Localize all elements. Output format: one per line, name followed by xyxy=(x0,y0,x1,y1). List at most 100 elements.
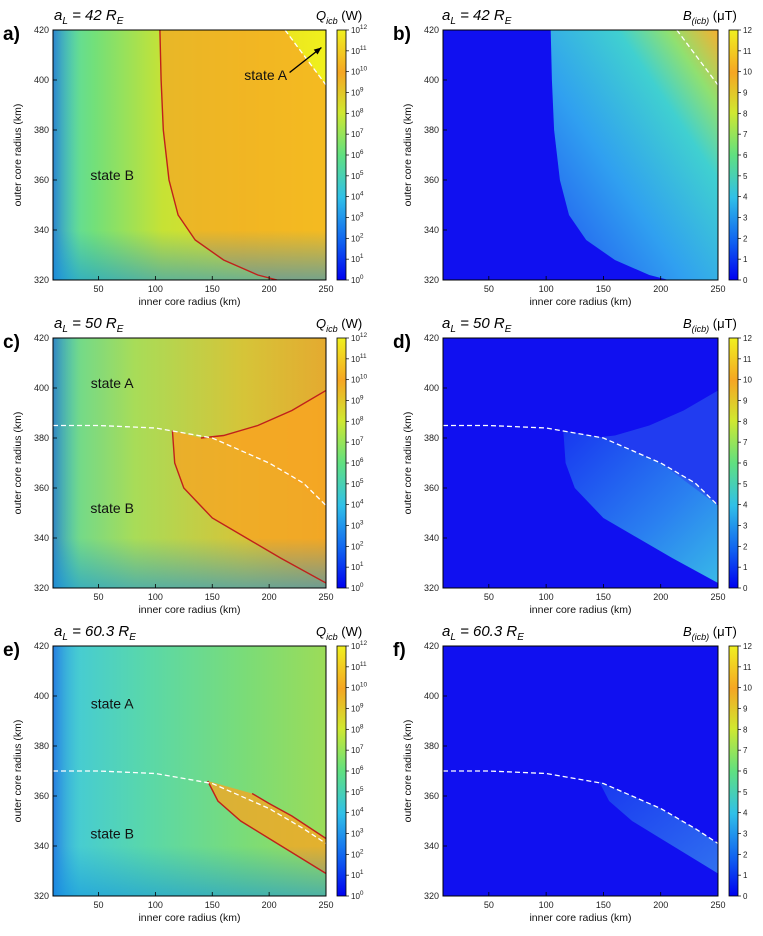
panel-label: d) xyxy=(393,332,411,353)
colorbar-tick-label: 6 xyxy=(743,459,748,468)
state-boundary xyxy=(443,424,718,506)
colorbar xyxy=(728,645,739,897)
colorbar-tick-label: 1011 xyxy=(351,45,367,56)
x-tick-label: 250 xyxy=(710,284,725,294)
y-tick-label: 360 xyxy=(424,483,439,493)
y-tick-label: 400 xyxy=(34,383,49,393)
colorbar-tick-label: 100 xyxy=(351,274,364,285)
colorbar-tick-label: 109 xyxy=(351,703,364,714)
field-upper-region xyxy=(592,390,718,506)
x-tick-label: 50 xyxy=(484,592,494,602)
colorbar xyxy=(336,337,347,589)
y-tick-label: 400 xyxy=(424,691,439,701)
y-tick-label: 360 xyxy=(34,483,49,493)
panel-label: f) xyxy=(393,640,406,661)
x-tick-label: 250 xyxy=(318,284,333,294)
panel-title: aL = 42 RE xyxy=(54,7,124,27)
colorbar-title: Qicb (W) xyxy=(316,8,362,26)
colorbar-tick-label: 2 xyxy=(743,234,748,243)
panel-title: aL = 50 RE xyxy=(442,315,512,335)
y-tick-label: 380 xyxy=(424,125,439,135)
x-tick-label: 200 xyxy=(262,592,277,602)
colorbar-tick-label: 1010 xyxy=(351,374,368,385)
colorbar-tick-label: 3 xyxy=(743,522,748,531)
colorbar-tick-label: 5 xyxy=(743,788,748,797)
y-tick-label: 400 xyxy=(424,383,439,393)
colorbar-tick-label: 0 xyxy=(743,892,748,901)
colorbar-tick-label: 7 xyxy=(743,746,748,755)
colorbar-tick-label: 10 xyxy=(743,68,752,77)
red-curve xyxy=(207,780,326,875)
red-curve xyxy=(159,30,278,280)
colorbar-tick-label: 107 xyxy=(351,128,364,139)
plot-frame xyxy=(52,29,327,281)
colorbar-tick-label: 106 xyxy=(351,149,364,160)
colorbar xyxy=(728,29,739,281)
y-tick-label: 340 xyxy=(424,225,439,235)
panel-label: c) xyxy=(3,332,20,353)
colorbar-title: B(icb) (μT) xyxy=(683,8,737,26)
y-tick-label: 360 xyxy=(424,791,439,801)
state-boundary xyxy=(284,30,326,86)
colorbar-tick-label: 109 xyxy=(351,395,364,406)
colorbar-title: Qicb (W) xyxy=(316,624,362,642)
state-annotation: state A xyxy=(244,67,287,83)
colorbar-tick-label: 10 xyxy=(743,684,752,693)
colorbar-tick-label: 0 xyxy=(743,276,748,285)
colorbar-tick-label: 106 xyxy=(351,765,364,776)
x-tick-label: 150 xyxy=(596,284,611,294)
field-active-region xyxy=(563,430,718,583)
colorbar-tick-label: 108 xyxy=(351,107,364,118)
colorbar-title: Qicb (W) xyxy=(316,316,362,334)
plot-frame xyxy=(52,337,327,589)
panel-label: a) xyxy=(3,24,20,45)
heatmap-field-c xyxy=(53,338,326,588)
colorbar-tick-label: 101 xyxy=(351,869,364,880)
x-tick-label: 250 xyxy=(318,900,333,910)
colorbar-tick-label: 5 xyxy=(743,172,748,181)
state-boundary xyxy=(443,770,718,845)
panel-title: aL = 60.3 RE xyxy=(54,623,136,643)
heatmap-bottom-shade xyxy=(53,646,326,896)
colorbar-tick-label: 10 xyxy=(743,376,752,385)
red-curve xyxy=(171,430,326,584)
x-tick-label: 100 xyxy=(539,284,554,294)
x-tick-label: 200 xyxy=(262,284,277,294)
y-tick-label: 380 xyxy=(34,433,49,443)
colorbar-tick-label: 3 xyxy=(743,214,748,223)
colorbar-tick-label: 101 xyxy=(351,253,364,264)
x-tick-label: 50 xyxy=(484,900,494,910)
colorbar-tick-label: 102 xyxy=(351,232,364,243)
colorbar-tick-label: 102 xyxy=(351,540,364,551)
x-axis-label: inner core radius (km) xyxy=(138,912,240,924)
y-tick-label: 380 xyxy=(34,741,49,751)
y-tick-label: 360 xyxy=(34,175,49,185)
plot-frame xyxy=(442,645,719,897)
x-tick-label: 150 xyxy=(205,592,220,602)
field-active-region xyxy=(550,30,718,280)
x-tick-label: 100 xyxy=(539,900,554,910)
colorbar-tick-label: 1010 xyxy=(351,682,368,693)
colorbar-tick-label: 8 xyxy=(743,417,748,426)
x-tick-label: 200 xyxy=(653,900,668,910)
colorbar-tick-label: 9 xyxy=(743,705,748,714)
state-annotation: state B xyxy=(90,500,134,516)
colorbar-tick-label: 103 xyxy=(351,212,364,223)
colorbar-tick-label: 104 xyxy=(351,191,364,202)
y-tick-label: 400 xyxy=(34,691,49,701)
y-axis-label: outer core radius (km) xyxy=(12,412,24,515)
colorbar-tick-label: 7 xyxy=(743,438,748,447)
plot-frame xyxy=(52,645,327,897)
colorbar-tick-label: 109 xyxy=(351,87,364,98)
state-boundary xyxy=(53,770,326,845)
colorbar-tick-label: 105 xyxy=(351,478,364,489)
state-annotation: state B xyxy=(90,826,134,842)
colorbar-tick-label: 2 xyxy=(743,850,748,859)
colorbar-tick-label: 11 xyxy=(743,47,752,56)
y-tick-label: 340 xyxy=(34,841,49,851)
colorbar-tick-label: 11 xyxy=(743,355,752,364)
y-tick-label: 420 xyxy=(424,25,439,35)
plot-frame xyxy=(442,29,719,281)
